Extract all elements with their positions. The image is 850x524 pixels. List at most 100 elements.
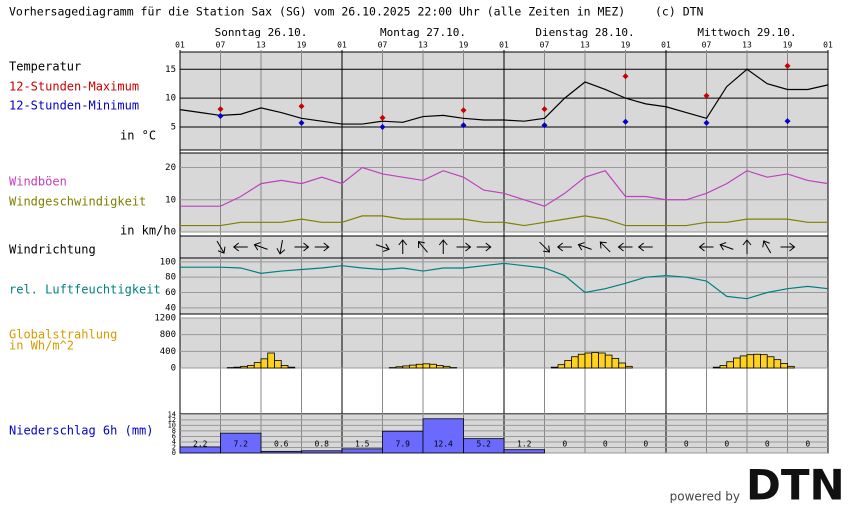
bar [415,363,424,369]
unit-label: in km/h [120,224,171,238]
y-tick-label: 6 [172,432,176,440]
max-min-marker [784,118,791,125]
day-label: Sonntag 26.10. [215,26,308,39]
max-min-marker [460,107,467,114]
powered-by: powered by [670,490,740,504]
bar [625,365,633,369]
series-label: Niederschlag 6h (mm) [9,424,154,438]
bar [787,365,795,369]
wind-arrow [417,241,428,253]
y-tick-label: 10 [168,421,176,429]
bar [773,359,782,369]
bar [280,365,289,369]
max-min-marker [217,112,224,119]
day-label: Mittwoch 29.10. [697,26,796,39]
bar [760,354,768,369]
bar [436,365,444,369]
bar [267,352,275,369]
wind-arrow [375,243,390,252]
bar [611,358,620,369]
wind-arrow [762,240,772,254]
bar [557,364,566,369]
max-min-marker [622,73,629,80]
bar-value-label: 12.4 [434,440,453,449]
y-tick-label: 400 [160,347,176,357]
bar-value-label: 0.6 [274,440,289,449]
bar-value-label: 0 [724,440,729,449]
bar [739,355,748,369]
bar [564,360,572,369]
wind-arrow [577,242,592,251]
time-tick-label: 07 [702,41,712,50]
y-tick-label: 2 [172,443,176,451]
series-line [180,166,829,207]
bar [733,357,741,369]
bar [584,352,593,369]
max-min-marker [541,122,548,129]
bar [274,360,282,369]
series-label: Globalstrahlung [9,328,117,342]
bar [260,358,269,369]
time-tick-label: 19 [783,41,793,50]
y-tick-label: 4 [172,438,176,446]
wind-arrow [456,242,472,252]
wind-arrow [232,242,248,252]
day-label: Dienstag 28.10. [535,26,634,39]
time-tick-label: 19 [621,41,631,50]
bar [247,365,255,369]
bar [618,362,626,369]
wind-arrow [637,242,653,252]
wind-arrow [438,239,448,254]
logo: DTN [746,461,845,510]
max-min-marker [622,118,629,125]
time-tick-label: 01 [823,41,833,50]
bar [260,450,302,454]
wind-arrow [314,242,330,252]
bar [766,356,775,369]
bar [550,366,559,369]
y-tick-label: 0 [172,449,176,457]
bar [429,363,437,369]
bar-value-label: 0 [805,440,810,449]
bar [577,353,586,369]
wind-arrow [617,242,633,252]
bar [341,448,383,454]
y-tick-label: 20 [165,163,176,173]
wind-arrow [398,239,408,254]
wind-arrow [556,242,572,252]
y-tick-label: 12 [168,416,176,424]
bar-value-label: 1.5 [355,440,370,449]
series-line [179,68,829,125]
max-min-marker [784,62,791,69]
y-tick-label: 60 [165,288,176,298]
bar [287,366,296,369]
wind-arrow [698,242,714,252]
credit: (c) DTN [655,5,704,19]
time-tick-label: 13 [742,41,752,50]
y-tick-label: 100 [160,257,176,267]
title: Vorhersagediagramm für die Station Sax (… [9,5,625,19]
max-min-marker [298,103,305,110]
bar-value-label: 0 [603,440,608,449]
unit-label: in °C [120,129,156,143]
bar-value-label: 0 [684,440,689,449]
time-tick-label: 13 [256,41,266,50]
y-tick-label: 15 [165,65,176,75]
bar [422,363,431,369]
max-min-marker [217,106,224,113]
bar [442,365,451,369]
wind-arrow [539,241,551,253]
bar [746,354,755,369]
bar-value-label: 7.9 [396,440,411,449]
bar [395,366,404,369]
max-min-marker [379,123,386,130]
wind-arrow [476,242,492,252]
bar [503,449,545,454]
day-label: Montag 27.10. [380,26,466,39]
max-min-marker [379,114,386,121]
time-tick-label: 13 [418,41,428,50]
series-label: Temperatur [9,60,81,74]
bar-value-label: 1.2 [517,440,532,449]
bar [719,365,728,369]
wind-arrow [216,240,226,254]
